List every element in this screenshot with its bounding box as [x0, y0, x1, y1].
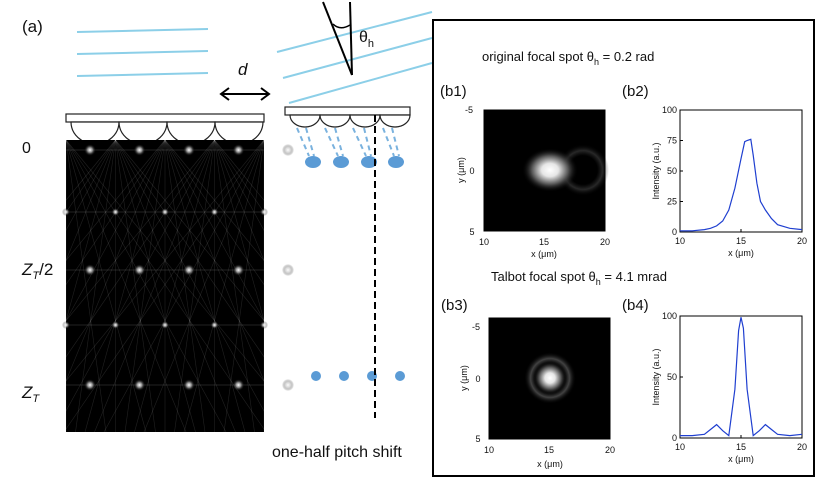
b4-xtick-label: 10 [675, 442, 685, 452]
carpet-focus [233, 264, 245, 276]
carpet-focus [62, 321, 70, 329]
b3-ylabel: y (μm) [459, 365, 469, 391]
carpet-focus [211, 208, 219, 216]
carpet-focus [260, 208, 268, 216]
talbot-carpet [0, 140, 504, 432]
focal-spots-original [305, 156, 404, 168]
carpet-focus [112, 208, 120, 216]
b2-ylabel: Intensity (a.u.) [651, 142, 661, 199]
microlens-array-left [66, 114, 264, 144]
b1-ytick: 0 [469, 166, 474, 176]
carpet-focus [260, 321, 268, 329]
focusing-rays [297, 128, 399, 156]
carpet-focus [112, 321, 120, 329]
b3-xtick: 20 [605, 445, 615, 455]
b4-label: (b4) [622, 297, 649, 314]
carpet-focus [134, 379, 146, 391]
angle-symbol: θh [359, 29, 374, 50]
b4-xlabel: x (μm) [728, 454, 754, 464]
b4-ylabel: Intensity (a.u.) [651, 348, 661, 405]
b3-ytick: 5 [475, 434, 480, 444]
b3-xtick: 15 [544, 445, 554, 455]
b1-label: (b1) [440, 83, 467, 100]
b3-xlabel: x (μm) [537, 459, 563, 469]
carpet-focus [62, 208, 70, 216]
b3-image-plot: (b3) -5 0 5 10 15 20 x (μm) y (μm) [441, 297, 615, 469]
b3-ytick: -5 [472, 322, 480, 332]
b2-xtick-label: 15 [736, 236, 746, 246]
incident-wavefronts-tilted [277, 12, 432, 103]
talbot-spot-title: Talbot focal spot θh = 4.1 mrad [491, 269, 667, 287]
b1-ylabel: y (μm) [456, 157, 466, 183]
b4-ytick-label: 50 [667, 372, 677, 382]
b1-focal-spot [522, 148, 578, 192]
b1-xtick: 10 [479, 237, 489, 247]
b2-ytick-label: 50 [667, 166, 677, 176]
z-label-half: ZT/2 [21, 260, 53, 282]
carpet-focus [84, 144, 96, 156]
b2-line-chart: 10 15 20 0 25 50 75 100 x (μm) Intensity (a.u.) (b… [622, 83, 807, 258]
b1-xlabel: x (μm) [531, 249, 557, 259]
z-label-zero: 0 [22, 140, 31, 157]
b2-ytick-label: 0 [672, 227, 677, 237]
focal-spots-talbot [311, 371, 405, 381]
b4-line-chart: 10 15 20 0 50 100 x (μm) Intensity (a.u.) (b4) [622, 297, 807, 464]
b2-xtick-label: 10 [675, 236, 685, 246]
distance-arrow [221, 88, 269, 100]
carpet-focus [211, 321, 219, 329]
panel-b: original focal spot θh = 0.2 rad Talbot … [433, 20, 814, 476]
b2-xtick-label: 20 [797, 236, 807, 246]
b2-ytick-label: 75 [667, 136, 677, 146]
b2-xlabel: x (μm) [728, 248, 754, 258]
b3-ytick: 0 [475, 374, 480, 384]
b4-ytick-label: 100 [662, 311, 677, 321]
b3-label: (b3) [441, 297, 468, 314]
carpet-focus [134, 264, 146, 276]
b2-ytick-label: 100 [662, 105, 677, 115]
b1-xtick: 15 [539, 237, 549, 247]
b3-xtick: 10 [484, 445, 494, 455]
panel-a: (a) d [0, 2, 504, 461]
original-spot-title: original focal spot θh = 0.2 rad [482, 49, 654, 67]
b2-plot-area [680, 110, 802, 232]
carpet-focus [161, 208, 169, 216]
b1-ytick: 5 [469, 227, 474, 237]
distance-label: d [238, 60, 248, 79]
b3-focal-spot [533, 361, 567, 395]
carpet-focus [84, 379, 96, 391]
carpet-focus [183, 379, 195, 391]
shift-caption: one-half pitch shift [272, 444, 402, 461]
b1-image-plot: (b1) -5 0 5 10 15 20 x (μm) y (μm) [440, 83, 610, 259]
b4-plot-area [680, 316, 802, 438]
carpet-focus [233, 144, 245, 156]
carpet-focus [282, 144, 294, 156]
b1-ytick: -5 [465, 105, 473, 115]
carpet-focus [134, 144, 146, 156]
b2-ytick-label: 25 [667, 197, 677, 207]
b1-xtick: 20 [600, 237, 610, 247]
carpet-focus [183, 264, 195, 276]
z-label-full: ZT [21, 383, 40, 405]
panel-a-label: (a) [22, 17, 43, 36]
carpet-focus [282, 264, 294, 276]
angle-arc [333, 24, 350, 28]
b2-label: (b2) [622, 83, 649, 100]
incident-wavefronts-left [77, 29, 208, 76]
carpet-focus [84, 264, 96, 276]
b4-xtick-label: 15 [736, 442, 746, 452]
carpet-focus [233, 379, 245, 391]
carpet-focus [161, 321, 169, 329]
b4-xtick-label: 20 [797, 442, 807, 452]
carpet-focus [282, 379, 294, 391]
b4-ytick-label: 0 [672, 433, 677, 443]
microlens-array-right [285, 107, 410, 127]
carpet-focus [183, 144, 195, 156]
